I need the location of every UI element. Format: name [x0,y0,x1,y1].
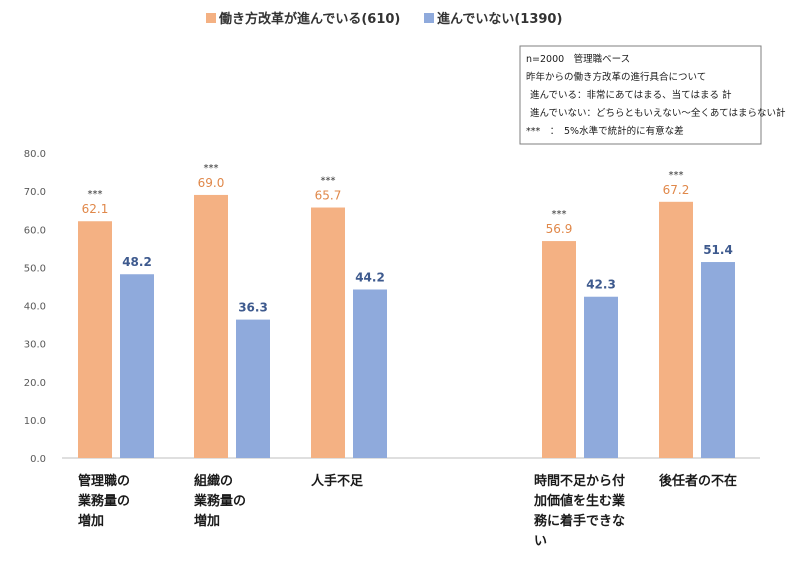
category-label: 務に着手できな [534,513,625,529]
note-line-significance: *** ： 5%水準で統計的に有意な差 [526,125,684,137]
y-tick-label: 40.0 [24,302,46,313]
value-label-series-b: 44.2 [355,270,385,284]
value-label-series-a: 69.0 [198,176,225,190]
y-tick-label: 80.0 [24,149,46,160]
category-label: 人手不足 [311,473,364,489]
y-tick-label: 30.0 [24,340,46,351]
significance-mark: *** [204,163,219,174]
bar-series-b [120,274,154,458]
bar-series-a [194,194,228,458]
note-line-not-progressing: 進んでいない：どちらともいえない～全くあてはまらない計 [530,107,786,119]
value-label-series-a: 65.7 [315,189,342,203]
value-label-series-a: 62.1 [82,202,109,216]
category-label: 業務量の [193,493,246,509]
bar-series-b [701,262,735,458]
note-line-question: 昨年からの働き方改革の進行具合について [526,71,706,83]
legend-label-series-b: 進んでいない(1390) [437,11,562,27]
notes-box: n=2000 管理職ベース 昨年からの働き方改革の進行具合について 進んでいる：… [519,45,786,145]
y-axis: 0.0 10.0 20.0 30.0 40.0 50.0 60.0 70.0 80.0 [24,149,760,465]
value-label-series-a: 56.9 [546,222,573,236]
significance-mark: *** [321,176,336,187]
category-label: 時間不足から付 [534,473,625,489]
bar-series-a [78,221,112,458]
category-label: い [534,534,547,549]
value-label-series-b: 42.3 [586,278,616,292]
note-line-sample: n=2000 管理職ベース [526,53,630,65]
y-tick-label: 50.0 [24,263,46,274]
note-line-progressing: 進んでいる：非常にあてはまる、当てはまる 計 [530,89,732,101]
bar-series-b [236,319,270,458]
value-label-series-b: 48.2 [122,255,152,269]
category-label: 組織の [194,473,233,489]
y-tick-label: 60.0 [24,225,46,236]
y-tick-label: 10.0 [24,416,46,427]
bar-series-a [659,201,693,459]
y-tick-label: 20.0 [24,378,46,389]
bar-series-b [584,296,618,458]
category-label: 後任者の不在 [659,473,737,489]
value-label-series-b: 36.3 [238,301,268,315]
legend: 働き方改革が進んでいる(610) 進んでいない(1390) [206,11,562,27]
significance-mark: *** [669,170,684,181]
bar-series-b [353,289,387,458]
legend-swatch-series-b [424,13,434,23]
legend-swatch-series-a [206,13,216,23]
category-label: 管理職の [78,473,130,489]
bar-series-a [311,207,345,458]
significance-mark: *** [88,189,103,200]
category-label: 加価値を生む業 [533,493,626,509]
category-label: 増加 [194,513,220,529]
category-label: 増加 [78,513,104,529]
legend-label-series-a: 働き方改革が進んでいる(610) [218,11,400,27]
value-label-series-b: 51.4 [703,243,733,257]
y-tick-label: 70.0 [24,187,46,198]
category-label: 業務量の [77,493,130,509]
bar-series-a [542,241,576,458]
value-label-series-a: 67.2 [663,183,690,197]
bars [78,194,735,459]
notes-frame [519,45,762,145]
significance-mark: *** [552,209,567,220]
y-tick-label: 0.0 [30,454,46,465]
